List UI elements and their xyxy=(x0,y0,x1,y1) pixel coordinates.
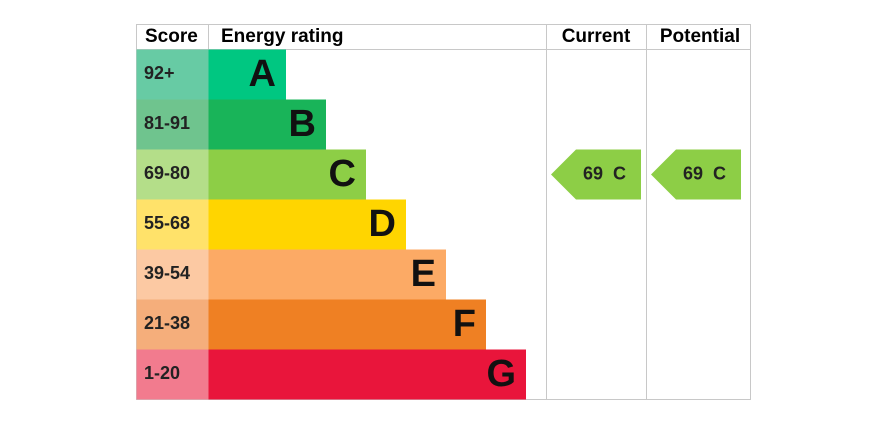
rating-bar xyxy=(208,249,446,300)
score-range: 21-38 xyxy=(144,313,190,333)
header-energy-rating: Energy rating xyxy=(221,26,343,47)
rating-letter: E xyxy=(411,253,436,295)
rating-bar xyxy=(208,299,486,350)
score-range: 69-80 xyxy=(144,163,190,183)
rating-letter: A xyxy=(249,53,276,95)
score-cell xyxy=(136,49,209,100)
potential-rating: C xyxy=(713,163,726,183)
rating-bar xyxy=(208,99,326,150)
current-value: 69 xyxy=(583,163,603,183)
rating-letter: G xyxy=(486,353,516,395)
score-cell xyxy=(136,199,209,250)
potential-value: 69 xyxy=(683,163,703,183)
rating-bar xyxy=(208,49,286,100)
score-range: 55-68 xyxy=(144,213,190,233)
header-score: Score xyxy=(145,26,198,47)
rating-letter: D xyxy=(369,203,396,245)
header-potential: Potential xyxy=(660,26,740,47)
rating-bar xyxy=(208,199,406,250)
score-range: 81-91 xyxy=(144,113,190,133)
score-range: 39-54 xyxy=(144,263,190,283)
rating-letter: F xyxy=(453,303,476,345)
score-cell xyxy=(136,99,209,150)
rating-bar xyxy=(208,149,366,200)
score-cell xyxy=(136,349,209,400)
potential-arrow xyxy=(651,149,741,200)
score-range: 92+ xyxy=(144,63,175,83)
header-current: Current xyxy=(562,26,631,47)
score-cell xyxy=(136,299,209,350)
rating-bar xyxy=(208,349,526,400)
current-rating: C xyxy=(613,163,626,183)
rating-letter: C xyxy=(329,153,356,195)
rating-letter: B xyxy=(289,103,316,145)
current-arrow xyxy=(551,149,641,200)
score-range: 1-20 xyxy=(144,363,180,383)
score-cell xyxy=(136,149,209,200)
score-cell xyxy=(136,249,209,300)
